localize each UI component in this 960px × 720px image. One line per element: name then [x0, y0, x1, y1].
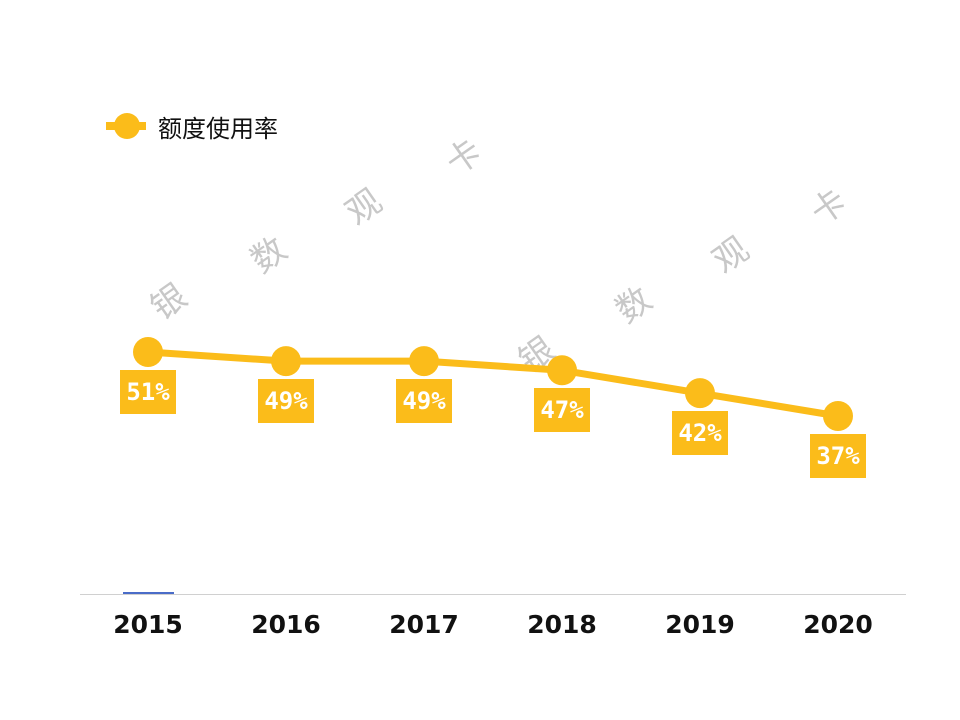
data-label: 51%: [120, 370, 176, 414]
data-label: 49%: [258, 379, 314, 424]
x-tick-label: 2020: [803, 610, 873, 639]
data-label: 47%: [534, 388, 590, 433]
legend-label: 额度使用率: [158, 114, 278, 143]
data-label: 49%: [396, 379, 452, 424]
data-point-marker: [133, 337, 163, 367]
data-point-marker: [685, 378, 715, 409]
x-tick-label: 2017: [389, 610, 459, 639]
x-tick-label: 2019: [665, 610, 735, 639]
data-label: 37%: [810, 434, 866, 478]
data-point-marker: [409, 346, 439, 377]
x-tick-label: 2018: [527, 610, 597, 639]
legend-line-marker-icon: [106, 108, 146, 144]
data-point-marker: [823, 401, 853, 431]
chart-legend: 额度使用率: [106, 108, 278, 144]
x-axis-line: [80, 594, 906, 595]
data-point-marker: [271, 346, 301, 377]
x-axis-highlight: [123, 592, 174, 594]
data-label: 42%: [672, 411, 728, 456]
x-tick-label: 2015: [113, 610, 183, 639]
x-tick-label: 2016: [251, 610, 321, 639]
data-point-marker: [547, 355, 577, 386]
